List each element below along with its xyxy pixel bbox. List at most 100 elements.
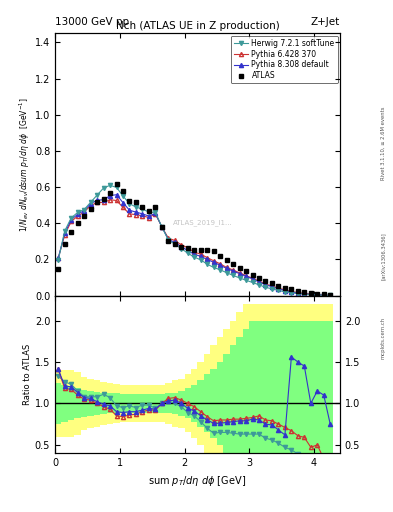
Bar <box>262 304 269 453</box>
Bar <box>55 370 61 437</box>
Bar <box>191 369 198 438</box>
ATLAS <box>62 241 67 247</box>
Bar <box>172 380 178 426</box>
Pythia 8.308 default <box>179 244 184 250</box>
ATLAS <box>244 268 248 274</box>
Herwig 7.2.1 softTune <box>270 286 274 292</box>
Bar <box>74 389 81 418</box>
Herwig 7.2.1 softTune <box>75 209 80 216</box>
Bar <box>133 394 139 413</box>
Pythia 6.428 370 <box>56 255 61 261</box>
Bar <box>198 380 204 426</box>
ATLAS <box>224 258 229 264</box>
Pythia 8.308 default <box>166 237 171 243</box>
Bar <box>68 387 74 420</box>
Pythia 6.428 370 <box>263 281 268 287</box>
Herwig 7.2.1 softTune <box>127 201 132 207</box>
Bar <box>61 370 68 437</box>
ATLAS <box>302 289 307 295</box>
ATLAS <box>321 291 326 297</box>
Herwig 7.2.1 softTune <box>179 246 184 252</box>
Bar <box>223 354 230 453</box>
Herwig 7.2.1 softTune <box>237 275 242 281</box>
Pythia 8.308 default <box>134 209 138 215</box>
Herwig 7.2.1 softTune <box>56 257 61 263</box>
Pythia 6.428 370 <box>289 288 294 294</box>
Pythia 6.428 370 <box>250 275 255 282</box>
Bar <box>308 304 314 453</box>
ATLAS <box>211 248 216 254</box>
ATLAS <box>82 213 86 219</box>
Bar <box>152 385 159 421</box>
Bar <box>139 385 146 421</box>
Pythia 8.308 default <box>302 291 307 297</box>
Pythia 8.308 default <box>82 207 86 214</box>
Herwig 7.2.1 softTune <box>302 291 307 297</box>
Pythia 8.308 default <box>198 253 203 259</box>
ATLAS <box>185 245 190 251</box>
Pythia 8.308 default <box>121 200 125 206</box>
Bar <box>210 369 217 438</box>
Herwig 7.2.1 softTune <box>82 206 86 212</box>
Bar <box>178 391 185 416</box>
Pythia 6.428 370 <box>69 219 73 225</box>
Bar <box>301 321 308 453</box>
ATLAS <box>101 196 106 202</box>
ATLAS <box>315 290 320 296</box>
Herwig 7.2.1 softTune <box>263 284 268 290</box>
Herwig 7.2.1 softTune <box>328 292 332 298</box>
Pythia 6.428 370 <box>127 211 132 217</box>
ATLAS <box>328 291 332 297</box>
Bar <box>295 321 301 453</box>
Pythia 6.428 370 <box>296 289 300 295</box>
Bar <box>172 393 178 414</box>
ATLAS <box>88 206 93 212</box>
Herwig 7.2.1 softTune <box>192 254 196 260</box>
Text: ATLAS_2019_I1...: ATLAS_2019_I1... <box>173 219 233 226</box>
ATLAS <box>192 247 196 253</box>
Pythia 8.308 default <box>218 262 222 268</box>
Bar <box>152 394 159 413</box>
Pythia 6.428 370 <box>218 261 222 267</box>
ATLAS <box>95 199 99 205</box>
Bar <box>74 372 81 435</box>
Pythia 8.308 default <box>315 292 320 298</box>
Bar <box>269 321 275 453</box>
Pythia 6.428 370 <box>134 211 138 218</box>
Bar <box>275 304 282 453</box>
X-axis label: sum $p_T/d\eta$ $d\phi$ [GeV]: sum $p_T/d\eta$ $d\phi$ [GeV] <box>149 474 246 487</box>
ATLAS <box>231 261 235 267</box>
Pythia 8.308 default <box>224 265 229 271</box>
Bar <box>146 385 152 421</box>
Bar <box>204 354 210 453</box>
Bar <box>327 321 334 453</box>
Bar <box>314 304 321 453</box>
Pythia 8.308 default <box>205 257 209 263</box>
Bar <box>236 337 243 453</box>
Bar <box>133 385 139 421</box>
Bar <box>223 329 230 453</box>
Pythia 8.308 default <box>289 289 294 295</box>
Y-axis label: Ratio to ATLAS: Ratio to ATLAS <box>23 344 32 405</box>
Pythia 8.308 default <box>192 251 196 258</box>
ATLAS <box>69 229 73 236</box>
Bar <box>126 394 133 413</box>
Bar <box>230 346 236 453</box>
Bar <box>81 390 87 417</box>
Pythia 8.308 default <box>101 197 106 203</box>
ATLAS <box>198 246 203 252</box>
Bar <box>269 304 275 453</box>
Pythia 8.308 default <box>153 210 158 217</box>
Bar <box>249 321 256 453</box>
Pythia 8.308 default <box>211 259 216 265</box>
Bar <box>321 321 327 453</box>
Pythia 6.428 370 <box>321 292 326 298</box>
Pythia 6.428 370 <box>231 267 235 273</box>
Herwig 7.2.1 softTune <box>198 257 203 263</box>
Herwig 7.2.1 softTune <box>296 291 300 297</box>
ATLAS <box>237 265 242 271</box>
Bar <box>262 321 269 453</box>
Herwig 7.2.1 softTune <box>88 199 93 205</box>
Text: Z+Jet: Z+Jet <box>311 17 340 27</box>
Herwig 7.2.1 softTune <box>114 184 119 190</box>
